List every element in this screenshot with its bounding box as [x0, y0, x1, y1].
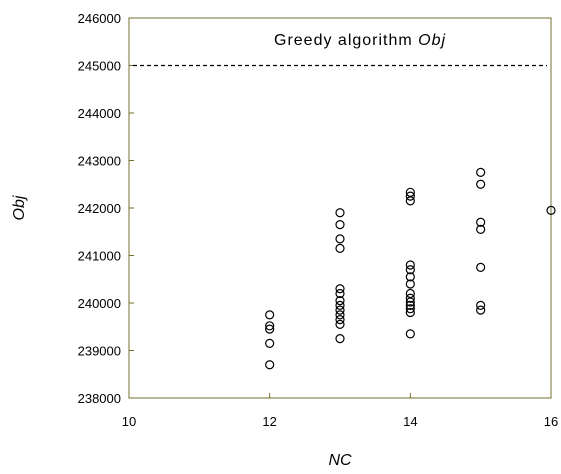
- greedy-label-obj: Obj: [418, 32, 446, 49]
- y-axis-title: Obj: [11, 195, 28, 220]
- data-points: [265, 167, 556, 370]
- data-point: [405, 307, 415, 318]
- data-point: [265, 338, 275, 348]
- x-tick-label: 14: [403, 414, 417, 429]
- data-point: [405, 300, 415, 310]
- data-point: [476, 167, 486, 177]
- data-point: [405, 191, 415, 201]
- data-point: [476, 179, 486, 189]
- data-point: [265, 310, 275, 320]
- data-point: [335, 315, 345, 325]
- data-point: [335, 300, 345, 310]
- y-axis: 238000 239000 240000 241000 242000 243000 2440…: [78, 11, 134, 406]
- data-point: [405, 272, 415, 282]
- y-tick-label: 241000: [78, 249, 121, 264]
- data-point: [335, 334, 345, 344]
- data-point: [476, 217, 486, 227]
- y-tick-label: 244000: [78, 106, 121, 121]
- data-point: [405, 293, 415, 303]
- data-point: [405, 288, 415, 299]
- y-tick-label: 246000: [78, 11, 121, 26]
- y-tick-label: 239000: [78, 344, 121, 359]
- data-point: [335, 220, 345, 230]
- plot-frame: [128, 17, 552, 399]
- data-point: [405, 279, 415, 289]
- x-tick-label: 10: [122, 414, 136, 429]
- data-point: [476, 305, 486, 315]
- data-point: [335, 296, 345, 306]
- data-point: [405, 304, 415, 314]
- x-axis: 10 12 14 16: [122, 393, 558, 429]
- data-point: [335, 243, 345, 253]
- data-point: [335, 305, 345, 315]
- data-point: [335, 234, 345, 244]
- data-point: [335, 310, 345, 320]
- data-point: [335, 208, 345, 218]
- greedy-label-text: Greedy algorithm: [274, 32, 418, 49]
- x-tick-label: 12: [262, 414, 276, 429]
- data-point: [335, 284, 345, 294]
- data-point: [405, 187, 415, 197]
- y-tick-label: 240000: [78, 296, 121, 311]
- data-point: [476, 262, 486, 272]
- x-tick-label: 16: [544, 414, 558, 429]
- y-tick-label: 245000: [78, 59, 121, 74]
- data-point: [335, 319, 345, 329]
- y-tick-label: 238000: [78, 391, 121, 406]
- data-point: [405, 260, 415, 270]
- data-point: [265, 360, 275, 370]
- data-point: [405, 265, 415, 275]
- data-point: [265, 324, 275, 334]
- data-point: [405, 329, 415, 339]
- y-tick-label: 243000: [78, 154, 121, 169]
- data-point: [335, 288, 345, 299]
- data-point: [546, 205, 556, 215]
- x-axis-title: NC: [328, 452, 352, 469]
- data-point: [476, 300, 486, 310]
- y-tick-label: 242000: [78, 201, 121, 216]
- data-point: [476, 224, 486, 234]
- greedy-reference-label: Greedy algorithm Obj: [274, 32, 446, 49]
- data-point: [265, 321, 275, 331]
